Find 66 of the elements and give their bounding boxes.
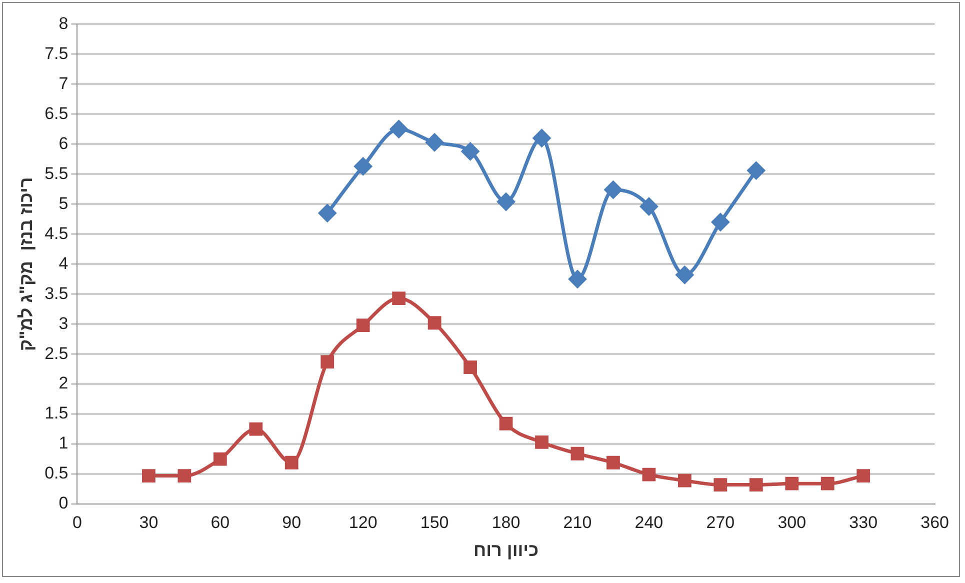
y-axis-title: ריכוז בנזן מק"ג למ"ק (16, 177, 36, 352)
y-tick-label: 6.5 (44, 104, 68, 123)
x-tick-label: 210 (563, 512, 592, 532)
point (178, 469, 192, 483)
point (533, 129, 551, 147)
point (606, 456, 620, 470)
point (678, 474, 692, 488)
y-tick-label: 0.5 (44, 464, 68, 483)
y-tick-label: 3.5 (44, 284, 68, 303)
y-tick-label: 4.5 (44, 224, 68, 243)
point (749, 478, 763, 492)
point (570, 446, 584, 460)
y-tick-label: 1 (58, 434, 68, 453)
point (499, 416, 513, 430)
point (249, 422, 263, 436)
x-tick-label: 180 (492, 512, 520, 532)
point (390, 120, 408, 138)
x-tick-label: 360 (920, 512, 950, 532)
point (464, 360, 477, 374)
y-tick-label: 2 (58, 374, 68, 393)
x-axis-title: כיוון רוח (473, 540, 539, 560)
point (426, 134, 444, 152)
y-tick-label: 5 (58, 194, 68, 213)
point (642, 468, 656, 482)
point (604, 180, 622, 198)
point (676, 266, 694, 284)
point (320, 355, 334, 369)
x-tick-label: 270 (706, 512, 735, 532)
point (712, 213, 730, 231)
point (568, 270, 586, 288)
y-tick-label: 5.5 (44, 164, 68, 183)
y-tick-label: 7.5 (44, 44, 68, 63)
point (213, 452, 227, 466)
x-tick-label: 300 (778, 512, 806, 532)
point (714, 478, 728, 492)
point (856, 469, 870, 483)
point (820, 476, 834, 490)
point (392, 292, 406, 305)
point (356, 318, 370, 332)
x-tick-label: 120 (348, 512, 378, 532)
y-tick-label: 7 (58, 74, 68, 93)
point (640, 198, 658, 216)
x-tick-label: 30 (139, 512, 158, 532)
y-tick-label: 8 (58, 14, 68, 33)
point (535, 436, 548, 449)
point (318, 204, 336, 222)
y-tick-label: 2.5 (44, 344, 68, 363)
point (284, 456, 298, 470)
y-tick-label: 4 (58, 254, 68, 273)
point (747, 162, 765, 180)
x-tick-label: 240 (634, 512, 664, 532)
point (497, 192, 515, 210)
point (428, 316, 442, 330)
point (462, 142, 480, 160)
y-tick-label: 0 (58, 494, 68, 513)
y-tick-label: 1.5 (44, 404, 68, 423)
x-tick-label: 60 (210, 512, 230, 532)
point (785, 476, 799, 490)
x-tick-label: 150 (420, 512, 449, 532)
y-tick-label: 6 (58, 134, 68, 153)
point (142, 469, 156, 483)
y-tick-label: 3 (58, 314, 68, 333)
x-tick-label: 0 (72, 512, 82, 532)
x-tick-label: 330 (849, 512, 878, 532)
x-tick-label: 90 (282, 512, 302, 532)
point (354, 158, 372, 176)
